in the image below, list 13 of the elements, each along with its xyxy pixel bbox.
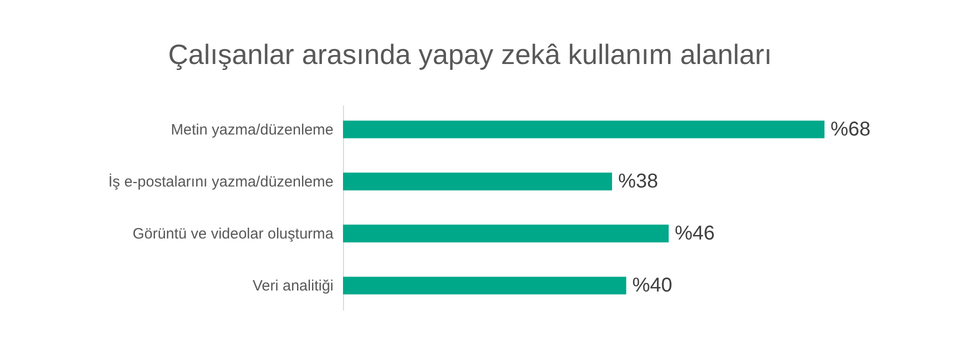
y-tick-label: Metin yazma/düzenleme <box>170 121 334 138</box>
bar <box>343 276 626 294</box>
bar <box>343 224 669 242</box>
data-label: %68 <box>830 118 871 140</box>
bar <box>343 172 612 190</box>
chart-title: Çalışanlar arasında yapay zekâ kullanım alanları <box>168 39 772 70</box>
y-tick-label: Veri analitiği <box>252 278 334 295</box>
y-tick-label: Görüntü ve videolar oluşturma <box>132 226 334 243</box>
bar <box>343 120 824 138</box>
data-label: %40 <box>632 274 672 297</box>
data-label: %46 <box>674 222 715 245</box>
y-tick-label: İş e-postalarını yazma/düzenleme <box>108 172 334 190</box>
data-label: %38 <box>618 170 658 192</box>
